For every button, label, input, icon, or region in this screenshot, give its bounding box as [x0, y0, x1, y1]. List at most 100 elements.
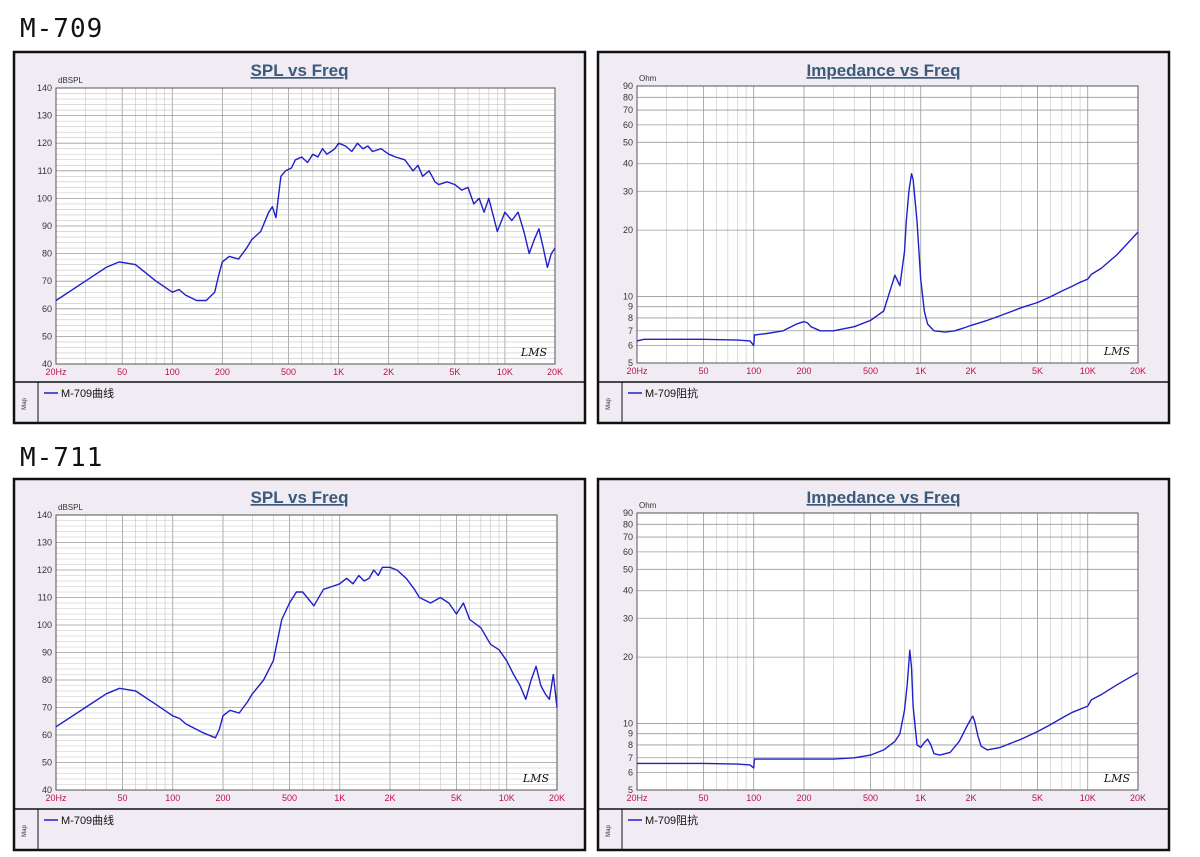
y-tick-label: 6	[628, 341, 633, 351]
x-tick-label: 1K	[333, 367, 344, 377]
chart-panel-0: Map M-709曲线 SPL vs Freq dBSPL 140 130 120 110 10…	[12, 50, 587, 425]
x-tick-label: 1K	[915, 366, 926, 376]
series-line	[55, 142, 556, 302]
x-tick-label: 20K	[547, 367, 563, 377]
y-tick-label: 7	[628, 753, 633, 763]
y-tick-label: 70	[623, 105, 633, 115]
y-tick-label: 120	[37, 138, 52, 148]
legend-label: M-709曲线	[61, 813, 114, 827]
x-tick-label: 1K	[915, 793, 926, 803]
series-line	[637, 649, 1139, 769]
x-tick-label: 20K	[1130, 366, 1146, 376]
series-line	[55, 566, 558, 739]
y-tick-label: 60	[623, 120, 633, 130]
y-tick-label: 140	[37, 83, 52, 93]
y-tick-label: 50	[42, 331, 52, 341]
legend-side-label: Map	[606, 398, 612, 410]
legend-side-label: Map	[22, 398, 28, 410]
y-tick-label: 70	[623, 532, 633, 542]
y-tick-label: 60	[623, 547, 633, 557]
x-tick-label: 500	[282, 793, 297, 803]
x-tick-label: 5K	[1032, 366, 1043, 376]
x-tick-label: 100	[746, 793, 761, 803]
y-tick-label: 50	[623, 137, 633, 147]
x-tick-label: 100	[165, 367, 180, 377]
y-tick-label: 30	[623, 613, 633, 623]
y-tick-label: 70	[42, 703, 52, 713]
chart-title: SPL vs Freq	[251, 61, 349, 80]
section-title-m711: M-711	[20, 443, 104, 473]
plot-area	[636, 85, 1139, 364]
x-tick-label: 200	[796, 366, 811, 376]
lms-watermark: LMS	[522, 772, 550, 785]
y-tick-label: 5	[628, 785, 633, 795]
y-tick-label: 90	[42, 221, 52, 231]
y-tick-label: 9	[628, 729, 633, 739]
y-tick-label: 40	[623, 586, 633, 596]
y-tick-label: 6	[628, 768, 633, 778]
plot-border	[55, 514, 558, 791]
x-tick-label: 20Hz	[626, 793, 648, 803]
y-tick-label: 100	[37, 193, 52, 203]
y-axis-unit: Ohm	[639, 74, 657, 83]
y-tick-label: 20	[623, 652, 633, 662]
y-tick-label: 40	[623, 159, 633, 169]
x-tick-label: 20Hz	[45, 367, 67, 377]
y-tick-label: 60	[42, 730, 52, 740]
x-tick-label: 1K	[334, 793, 345, 803]
x-tick-label: 20K	[549, 793, 565, 803]
y-axis-unit: dBSPL	[58, 503, 83, 512]
section-title-m709: M-709	[20, 14, 104, 44]
y-tick-label: 20	[623, 225, 633, 235]
x-tick-label: 200	[215, 793, 230, 803]
y-tick-label: 130	[37, 111, 52, 121]
y-tick-label: 90	[623, 81, 633, 91]
y-tick-label: 9	[628, 302, 633, 312]
x-tick-label: 20K	[1130, 793, 1146, 803]
chart-title: SPL vs Freq	[251, 488, 349, 507]
legend-label: M-709曲线	[61, 386, 114, 400]
y-tick-label: 100	[37, 620, 52, 630]
y-tick-label: 120	[37, 565, 52, 575]
series-line	[636, 173, 1139, 347]
y-axis-unit: dBSPL	[58, 76, 83, 85]
y-tick-label: 90	[623, 508, 633, 518]
chart-title: Impedance vs Freq	[806, 61, 960, 80]
y-tick-label: 8	[628, 313, 633, 323]
legend-label: M-709阻抗	[645, 386, 698, 400]
x-tick-label: 500	[863, 793, 878, 803]
x-tick-label: 20Hz	[626, 366, 648, 376]
x-tick-label: 50	[698, 793, 708, 803]
x-tick-label: 50	[117, 367, 127, 377]
x-tick-label: 2K	[965, 366, 976, 376]
y-tick-label: 40	[42, 359, 52, 369]
y-tick-label: 10	[623, 292, 633, 302]
x-tick-label: 100	[165, 793, 180, 803]
y-tick-label: 80	[623, 92, 633, 102]
x-tick-label: 200	[215, 367, 230, 377]
x-tick-label: 200	[796, 793, 811, 803]
x-tick-label: 100	[746, 366, 761, 376]
plot-area	[636, 512, 1139, 791]
x-tick-label: 2K	[965, 793, 976, 803]
y-tick-label: 10	[623, 719, 633, 729]
y-tick-label: 130	[37, 538, 52, 548]
y-tick-label: 90	[42, 648, 52, 658]
y-tick-label: 80	[42, 249, 52, 259]
x-tick-label: 500	[863, 366, 878, 376]
x-tick-label: 20Hz	[45, 793, 67, 803]
lms-watermark: LMS	[520, 346, 548, 359]
y-tick-label: 110	[38, 593, 52, 603]
x-tick-label: 500	[281, 367, 296, 377]
legend-side-label: Map	[22, 825, 28, 837]
chart-panel-2: Map M-709曲线 SPL vs Freq dBSPL 140 130 120 110 10…	[12, 477, 587, 852]
lms-watermark: LMS	[1103, 772, 1131, 785]
x-tick-label: 10K	[497, 367, 513, 377]
y-tick-label: 50	[623, 564, 633, 574]
x-tick-label: 5K	[449, 367, 460, 377]
chart-title: Impedance vs Freq	[806, 488, 960, 507]
plot-border	[636, 85, 1139, 364]
